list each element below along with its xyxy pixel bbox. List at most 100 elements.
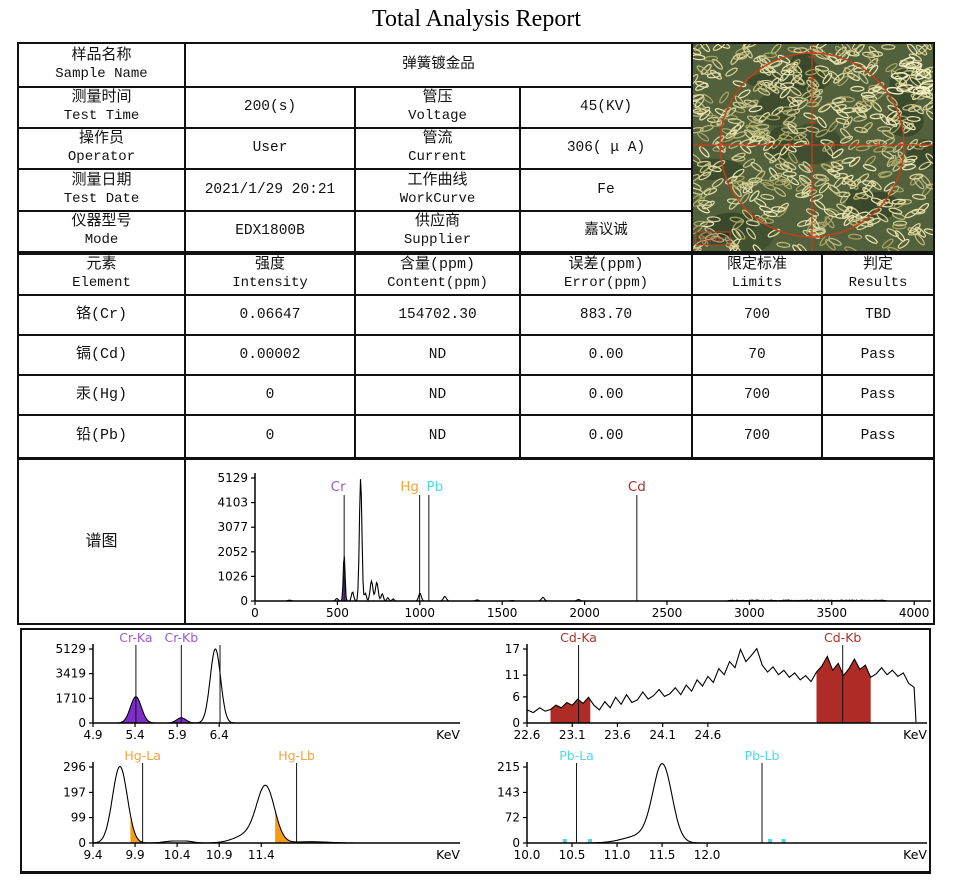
label-mode: 仪器型号 Mode xyxy=(19,212,186,251)
svg-text:4.9: 4.9 xyxy=(83,728,102,742)
svg-text:KeV: KeV xyxy=(903,727,927,742)
value-current: 306( μ A) xyxy=(521,129,693,170)
svg-text:Cd-Ka: Cd-Ka xyxy=(560,630,597,645)
svg-text:215: 215 xyxy=(497,760,520,774)
value-voltage: 45(KV) xyxy=(521,88,693,129)
svg-text:197: 197 xyxy=(63,785,86,799)
row-pb-intensity: 0 xyxy=(186,416,356,457)
svg-text:1000: 1000 xyxy=(405,606,436,620)
svg-text:3077: 3077 xyxy=(217,520,248,534)
header-limits: 限定标准 Limits xyxy=(693,255,823,296)
svg-text:10.0: 10.0 xyxy=(514,848,541,862)
svg-text:KeV: KeV xyxy=(903,847,927,862)
row-hg-content: ND xyxy=(356,376,521,416)
svg-text:5129: 5129 xyxy=(217,471,248,485)
svg-text:2500: 2500 xyxy=(652,606,683,620)
row-cd-limit: 70 xyxy=(693,336,823,376)
svg-text:0: 0 xyxy=(78,716,86,730)
label-workcurve: 工作曲线 WorkCurve xyxy=(356,170,521,212)
pb-lines-chart: Pb-La Pb-Lb 0 72 143 215 10.0 10.5 11.0 11.5 12.0 K… xyxy=(497,748,927,862)
sample-photo-image: 1mm xyxy=(693,44,933,251)
cr-lines-chart: Cr-Ka Cr-Kb 0 1710 3419 5129 4.9 5.4 5.9 6.4 KeV xyxy=(55,630,460,742)
svg-text:KeV: KeV xyxy=(436,727,460,742)
value-sample-name: 弹簧镀金品 xyxy=(186,44,693,88)
value-workcurve: Fe xyxy=(521,170,693,212)
svg-text:Hg-Lb: Hg-Lb xyxy=(278,748,315,763)
row-hg-error: 0.00 xyxy=(521,376,693,416)
label-test-date: 测量日期 Test Date xyxy=(19,170,186,212)
cd-lines-chart: Cd-Ka Cd-Kb 0 6 11 17 22.6 23.1 23.6 24.1 24.6 KeV xyxy=(505,630,928,742)
svg-text:5.9: 5.9 xyxy=(168,728,187,742)
svg-text:0: 0 xyxy=(240,594,248,608)
row-cd-element: 镉(Cd) xyxy=(19,336,186,376)
row-pb-content: ND xyxy=(356,416,521,457)
svg-text:1mm: 1mm xyxy=(700,235,723,245)
svg-text:23.1: 23.1 xyxy=(559,728,586,742)
header-content: 含量(ppm) Content(ppm) xyxy=(356,255,521,296)
svg-text:0: 0 xyxy=(251,606,259,620)
svg-text:24.6: 24.6 xyxy=(695,728,722,742)
svg-text:4103: 4103 xyxy=(217,496,248,510)
svg-text:9.4: 9.4 xyxy=(83,848,102,862)
svg-text:143: 143 xyxy=(497,785,520,799)
svg-text:Pb: Pb xyxy=(426,479,443,495)
header-error: 误差(ppm) Error(ppm) xyxy=(521,255,693,296)
svg-text:17: 17 xyxy=(505,642,520,656)
svg-text:2052: 2052 xyxy=(217,545,248,559)
spectrum-label: 谱图 xyxy=(19,460,186,623)
value-operator: User xyxy=(186,129,356,170)
svg-text:3500: 3500 xyxy=(817,606,848,620)
svg-text:23.6: 23.6 xyxy=(604,728,631,742)
svg-text:24.1: 24.1 xyxy=(649,728,676,742)
info-table: 样品名称 Sample Name 弹簧镀金品 1mm 测量时间 Test Time… xyxy=(17,42,935,253)
label-supplier: 供应商 Supplier xyxy=(356,212,521,251)
spectrum-chart-cell: Cr Hg Pb Cd 0 1026 2052 3077 4103 5129 0 500 1000 150… xyxy=(186,460,933,623)
svg-text:0: 0 xyxy=(512,716,520,730)
svg-text:10.4: 10.4 xyxy=(164,848,191,862)
label-current: 管流 Current xyxy=(356,129,521,170)
value-test-time: 200(s) xyxy=(186,88,356,129)
svg-text:11.0: 11.0 xyxy=(604,848,631,862)
svg-text:4000: 4000 xyxy=(899,606,930,620)
svg-text:1710: 1710 xyxy=(55,691,86,705)
svg-text:2000: 2000 xyxy=(569,606,600,620)
svg-text:Pb-La: Pb-La xyxy=(559,748,594,763)
svg-text:3000: 3000 xyxy=(734,606,765,620)
svg-text:9.9: 9.9 xyxy=(126,848,145,862)
svg-text:12.0: 12.0 xyxy=(694,848,721,862)
svg-text:Cd: Cd xyxy=(628,479,646,495)
svg-text:11: 11 xyxy=(505,668,520,682)
row-cr-error: 883.70 xyxy=(521,296,693,336)
svg-text:6: 6 xyxy=(512,690,520,704)
svg-text:3419: 3419 xyxy=(55,667,86,681)
row-cr-limit: 700 xyxy=(693,296,823,336)
svg-text:Cr-Ka: Cr-Ka xyxy=(119,630,152,645)
row-cr-element: 铬(Cr) xyxy=(19,296,186,336)
svg-text:5129: 5129 xyxy=(55,642,86,656)
svg-text:Cr-Kb: Cr-Kb xyxy=(164,630,198,645)
value-mode: EDX1800B xyxy=(186,212,356,251)
row-cd-intensity: 0.00002 xyxy=(186,336,356,376)
spectrum-chart-main: Cr Hg Pb Cd 0 1026 2052 3077 4103 5129 0 500 1000 150… xyxy=(217,471,931,620)
row-pb-limit: 700 xyxy=(693,416,823,457)
svg-text:296: 296 xyxy=(63,760,86,774)
row-pb-result: Pass xyxy=(860,428,896,445)
svg-text:Pb-Lb: Pb-Lb xyxy=(745,748,780,763)
row-hg-intensity: 0 xyxy=(186,376,356,416)
svg-text:10.9: 10.9 xyxy=(206,848,233,862)
hg-lines-chart: Hg-La Hg-Lb 0 99 197 296 9.4 9.9 10.4 10.9 11.4 KeV xyxy=(63,748,460,862)
svg-text:0: 0 xyxy=(512,836,520,850)
row-pb-element: 铅(Pb) xyxy=(19,416,186,457)
header-intensity: 强度 Intensity xyxy=(186,255,356,296)
svg-text:Hg-La: Hg-La xyxy=(124,748,160,763)
svg-text:1026: 1026 xyxy=(217,569,248,583)
row-cr-content: 154702.30 xyxy=(356,296,521,336)
row-pb-error: 0.00 xyxy=(521,416,693,457)
value-test-date: 2021/1/29 20:21 xyxy=(186,170,356,212)
svg-text:0: 0 xyxy=(78,836,86,850)
svg-text:5.4: 5.4 xyxy=(126,728,145,742)
row-cd-error: 0.00 xyxy=(521,336,693,376)
svg-text:72: 72 xyxy=(505,811,520,825)
svg-text:11.4: 11.4 xyxy=(248,848,275,862)
